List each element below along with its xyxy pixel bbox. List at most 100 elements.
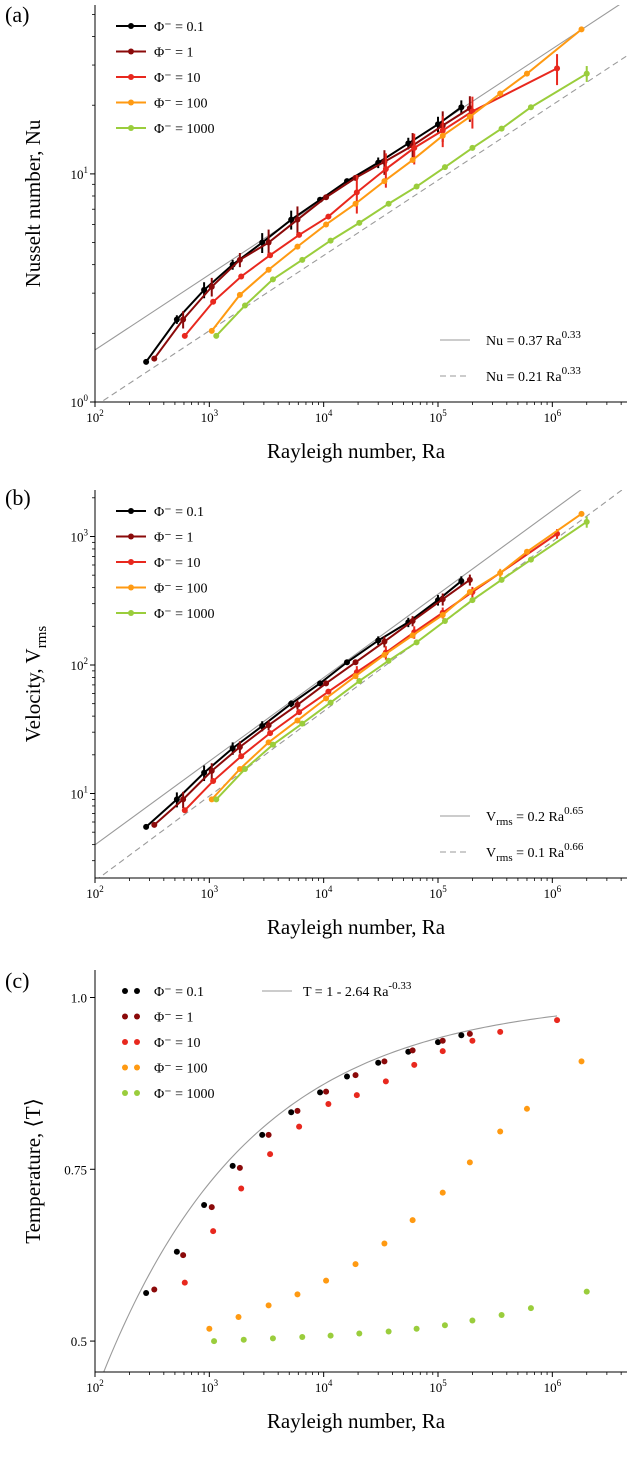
data-point [441,164,448,171]
legend-label: Φ⁻ = 100 [154,582,208,597]
data-point [323,1088,330,1095]
series-phi_1000 [213,66,590,339]
data-point [151,821,158,828]
series-line [184,67,558,337]
x-tick-label: 106 [544,408,562,425]
plot-area [103,1015,590,1372]
data-point [238,753,245,760]
data-point [381,651,388,658]
fit-legend-label: Vrms = 0.2 Ra0.65 [486,805,584,828]
legend-item: Φ⁻ = 100 [116,582,208,597]
data-point [413,639,420,646]
legend-marker [122,1064,128,1071]
legend-marker [128,508,134,514]
legend-marker [134,1090,140,1096]
x-axis-title: Rayleigh number, Ra [267,915,446,939]
series-line [153,579,471,826]
data-point [288,700,295,707]
data-point [466,1030,473,1037]
data-point [323,1277,330,1284]
data-point [201,1202,208,1209]
panel-b: (b) 102 103 104 105 106 101 102 103 Rayleigh numb… [5,485,627,939]
data-point [381,1240,388,1247]
data-point [578,1058,585,1065]
data-point [375,1059,382,1066]
data-point [458,1032,465,1039]
y-tick-label: 103 [71,527,89,544]
legend-label: Φ⁻ = 0.1 [154,985,204,1000]
legend-item: Φ⁻ = 1000 [116,122,215,137]
data-point [151,1286,158,1293]
data-point [294,216,301,223]
data-point [180,316,187,323]
panel-a: (a) 102 103 104 105 106 100 101 Rayleigh number,… [5,2,627,463]
legend-marker [128,23,134,29]
x-axis-title: Rayleigh number, Ra [267,1409,446,1433]
data-point [288,1109,295,1116]
data-point [235,1314,242,1321]
data-point [213,332,220,339]
fit-line [100,55,627,402]
legend-item: Φ⁻ = 0.1 [116,20,204,35]
data-point [327,699,334,706]
data-point [238,273,245,280]
legend-marker [134,1039,140,1045]
data-point [265,1302,272,1309]
series-phi_100 [206,1058,585,1332]
data-point [323,221,330,228]
data-point [294,243,301,250]
data-point [352,673,359,680]
series-phi_1 [151,1030,473,1293]
fit-legend-label: Nu = 0.37 Ra0.33 [486,329,581,349]
legend-marker [128,559,134,565]
legend-marker [122,1013,128,1020]
data-point [180,796,187,803]
x-axis-title: Rayleigh number, Ra [267,439,446,463]
plot-area [95,5,627,402]
data-point [409,1217,416,1224]
data-point [181,332,188,339]
data-point [173,796,180,803]
data-point [299,720,306,727]
data-point [343,1073,350,1080]
series-phi_1 [151,574,473,828]
data-point [409,632,416,639]
legend-item: Φ⁻ = 1000 [122,1087,215,1102]
legend-item: Φ⁻ = 10 [122,1036,201,1051]
legend-label: Φ⁻ = 1000 [154,1087,215,1102]
legend-label: Φ⁻ = 1 [154,531,194,546]
legend-marker [128,48,134,55]
data-point [236,256,243,263]
legend-marker [128,74,134,80]
data-point [385,200,392,207]
data-point [241,766,248,773]
data-point [299,256,306,263]
data-point [269,1335,276,1342]
plot-area [95,490,623,878]
data-point [413,1325,420,1332]
x-tick-label: 104 [315,408,333,425]
data-point [583,70,590,77]
data-point [469,1317,476,1324]
legend-item: Φ⁻ = 10 [116,71,201,86]
x-tick-label: 102 [86,408,104,425]
x-tick-label: 102 [86,884,104,901]
data-point [296,709,303,716]
x-tick-label: 105 [429,884,447,901]
data-point [259,239,266,246]
data-point [356,1330,363,1337]
series-phi_10 [181,529,561,814]
data-point [201,769,208,776]
data-point [208,767,215,774]
data-point [356,678,363,685]
legend-marker [128,99,134,106]
data-point [353,1092,360,1099]
data-point [259,1131,266,1138]
model-curve [103,1015,558,1372]
data-point [409,157,416,164]
curve-legend-label: T = 1 - 2.64 Ra-0.33 [303,980,412,1000]
data-point [296,231,303,238]
data-point [409,1047,416,1054]
data-point [327,1332,334,1339]
legend-label: Φ⁻ = 100 [154,97,208,112]
